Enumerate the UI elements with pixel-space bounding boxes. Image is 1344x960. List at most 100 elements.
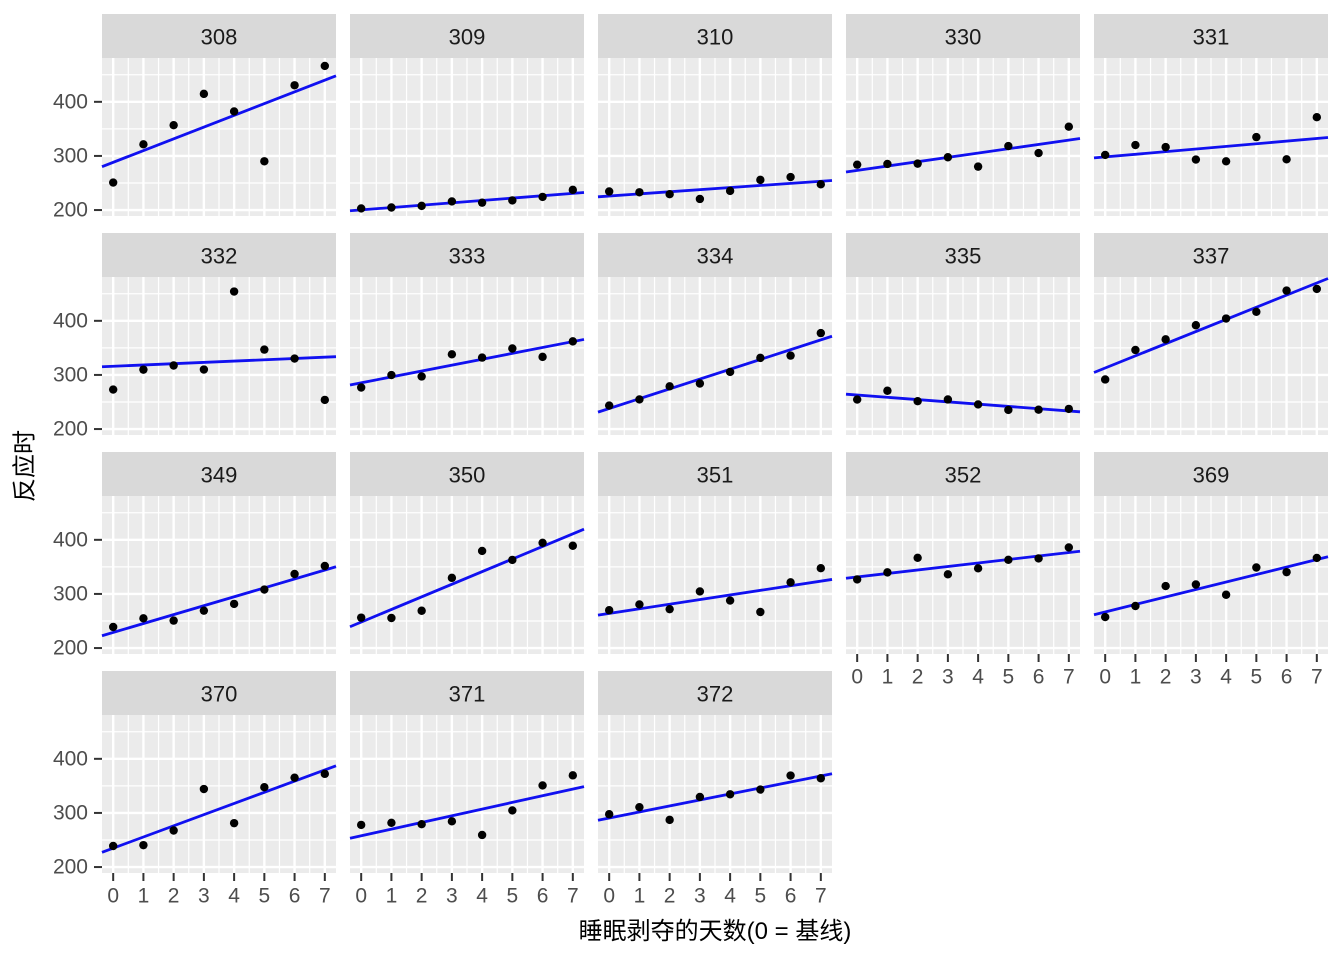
data-point xyxy=(1161,581,1170,591)
data-point xyxy=(1312,553,1322,563)
x-axis-title: 睡眠剥夺的天数(0 = 基线) xyxy=(578,918,852,945)
data-point xyxy=(387,818,396,827)
data-point xyxy=(635,802,644,812)
data-point xyxy=(477,198,487,207)
regression-line xyxy=(101,565,337,638)
data-point xyxy=(356,204,366,213)
facet-369: 369 0 1 2 3 4 5 6 7 xyxy=(1093,452,1329,689)
x-tick-label: 3 xyxy=(1190,666,1202,689)
data-point xyxy=(538,538,547,548)
x-tick-label: 3 xyxy=(198,885,210,908)
x-tick-label: 1 xyxy=(1130,666,1142,689)
data-point xyxy=(169,361,178,370)
y-tick-label: 200 xyxy=(53,637,88,660)
data-point xyxy=(1034,554,1043,563)
data-point xyxy=(477,546,487,556)
y-tick-label: 300 xyxy=(53,363,88,386)
data-point xyxy=(786,771,795,780)
data-point xyxy=(816,563,826,573)
x-tick-label: 7 xyxy=(1063,666,1075,689)
facet-strip xyxy=(350,233,584,277)
x-tick-label: 1 xyxy=(882,666,894,689)
data-point xyxy=(447,573,457,583)
y-tick-label: 400 xyxy=(53,747,88,770)
data-point xyxy=(1034,148,1043,158)
data-point xyxy=(169,120,178,130)
facet-350: 350 xyxy=(349,452,585,654)
data-point xyxy=(356,613,366,622)
data-point xyxy=(852,575,862,584)
data-point xyxy=(260,585,269,594)
x-tick-label: 2 xyxy=(664,885,676,908)
x-tick-label: 0 xyxy=(107,885,119,908)
data-point xyxy=(139,840,148,850)
data-point xyxy=(108,841,118,851)
x-tick-label: 4 xyxy=(476,885,488,908)
y-tick-label: 400 xyxy=(53,528,88,551)
facet-strip-label: 333 xyxy=(449,244,486,269)
data-point xyxy=(229,818,239,828)
data-point xyxy=(1064,122,1074,131)
facet-310: 310 xyxy=(597,14,833,216)
x-tick-label: 7 xyxy=(319,885,331,908)
x-tick-label: 7 xyxy=(815,885,827,908)
data-point xyxy=(356,383,366,392)
data-point xyxy=(665,382,674,391)
data-point xyxy=(756,785,765,794)
x-tick-label: 5 xyxy=(507,885,519,908)
data-point xyxy=(387,370,396,380)
data-point xyxy=(852,395,862,404)
data-point xyxy=(290,773,299,782)
data-point xyxy=(260,345,269,354)
data-point xyxy=(756,353,765,363)
data-point xyxy=(816,180,826,189)
data-point xyxy=(816,328,826,338)
data-point xyxy=(568,771,578,780)
data-point xyxy=(417,606,426,615)
y-tick-label: 200 xyxy=(53,199,88,222)
x-tick-label: 0 xyxy=(355,885,367,908)
data-point xyxy=(1100,150,1110,160)
x-tick-label: 2 xyxy=(912,666,924,689)
facet-strip xyxy=(102,452,336,496)
data-point xyxy=(139,614,148,623)
data-point xyxy=(417,372,426,381)
facet-strip-label: 349 xyxy=(201,463,238,488)
data-point xyxy=(108,622,118,632)
x-tick-label: 3 xyxy=(694,885,706,908)
data-point xyxy=(1282,286,1291,295)
facet-strip-label: 332 xyxy=(201,244,238,269)
data-point xyxy=(538,781,547,790)
data-point xyxy=(604,401,614,410)
data-point xyxy=(139,140,148,149)
x-tick-label: 5 xyxy=(755,885,767,908)
facet-strip xyxy=(846,233,1080,277)
facet-372: 372 0 1 2 3 4 5 6 7 xyxy=(597,671,833,908)
data-point xyxy=(1312,284,1322,294)
data-point xyxy=(290,354,299,363)
data-point xyxy=(229,287,239,296)
data-point xyxy=(447,817,457,826)
data-point xyxy=(199,89,209,99)
data-point xyxy=(665,815,674,825)
x-tick-label: 6 xyxy=(1281,666,1293,689)
data-point xyxy=(665,604,674,614)
data-point xyxy=(695,379,705,388)
x-tick-label: 6 xyxy=(1033,666,1045,689)
facet-strip xyxy=(102,14,336,58)
facet-strip-label: 334 xyxy=(697,244,734,269)
data-point xyxy=(260,157,269,166)
data-point xyxy=(169,616,178,625)
x-tick-label: 1 xyxy=(138,885,150,908)
facet-strip xyxy=(350,671,584,715)
y-tick-label: 400 xyxy=(53,309,88,332)
data-point xyxy=(1221,590,1231,599)
facet-strip-label: 372 xyxy=(697,682,734,707)
data-point xyxy=(508,555,517,565)
data-point xyxy=(1282,567,1291,577)
data-point xyxy=(169,826,178,835)
facet-351: 351 xyxy=(597,452,833,654)
data-point xyxy=(1161,335,1170,344)
x-tick-label: 4 xyxy=(1220,666,1232,689)
